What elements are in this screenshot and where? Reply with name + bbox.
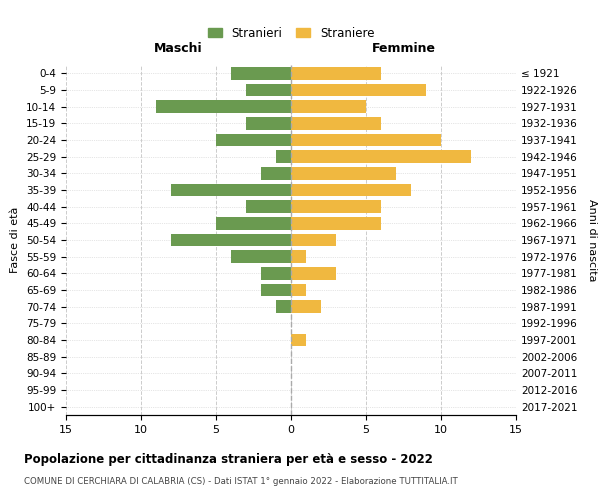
Bar: [291, 234, 336, 246]
Legend: Stranieri, Straniere: Stranieri, Straniere: [203, 22, 379, 44]
Bar: [291, 250, 306, 263]
Bar: [291, 217, 381, 230]
Bar: [156, 100, 291, 113]
Bar: [171, 234, 291, 246]
Bar: [291, 334, 306, 346]
Bar: [276, 150, 291, 163]
Bar: [291, 300, 321, 313]
Bar: [231, 67, 291, 80]
Bar: [291, 100, 366, 113]
Bar: [216, 134, 291, 146]
Bar: [291, 200, 381, 213]
Text: COMUNE DI CERCHIARA DI CALABRIA (CS) - Dati ISTAT 1° gennaio 2022 - Elaborazione: COMUNE DI CERCHIARA DI CALABRIA (CS) - D…: [24, 478, 458, 486]
Bar: [246, 117, 291, 130]
Y-axis label: Anni di nascita: Anni di nascita: [587, 198, 597, 281]
Bar: [291, 284, 306, 296]
Y-axis label: Fasce di età: Fasce di età: [10, 207, 20, 273]
Bar: [291, 184, 411, 196]
Text: Femmine: Femmine: [371, 42, 436, 54]
Bar: [276, 300, 291, 313]
Bar: [291, 150, 471, 163]
Bar: [231, 250, 291, 263]
Bar: [291, 84, 426, 96]
Bar: [246, 84, 291, 96]
Bar: [291, 267, 336, 280]
Bar: [246, 200, 291, 213]
Bar: [291, 117, 381, 130]
Bar: [216, 217, 291, 230]
Text: Maschi: Maschi: [154, 42, 203, 54]
Bar: [261, 167, 291, 179]
Bar: [291, 167, 396, 179]
Text: Popolazione per cittadinanza straniera per età e sesso - 2022: Popolazione per cittadinanza straniera p…: [24, 452, 433, 466]
Bar: [291, 67, 381, 80]
Bar: [171, 184, 291, 196]
Bar: [261, 267, 291, 280]
Bar: [291, 134, 441, 146]
Bar: [261, 284, 291, 296]
